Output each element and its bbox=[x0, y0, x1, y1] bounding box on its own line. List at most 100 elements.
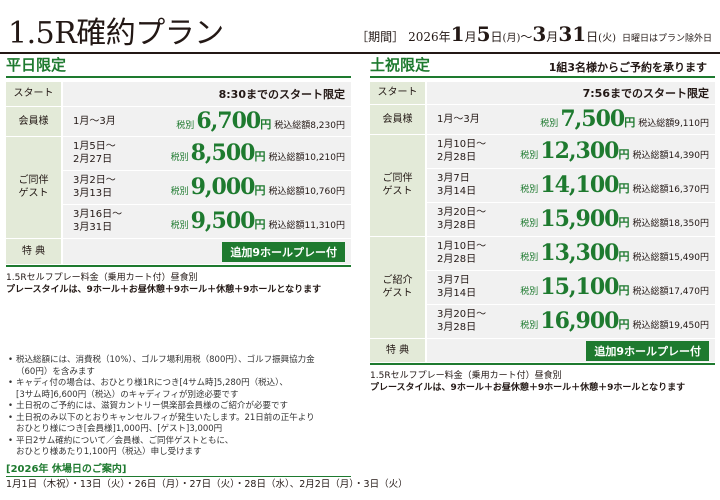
holiday-min-group: 1組3名様からご予約を承ります bbox=[548, 61, 707, 74]
total-value: 19,450 bbox=[668, 321, 700, 331]
tax-excluded-label: 税別 bbox=[540, 119, 559, 129]
total-yen: 円 bbox=[335, 221, 345, 231]
total-label: 税込総額 bbox=[274, 121, 311, 131]
note-item: 土日祝のご予約には、滋賀カントリー倶楽部会員様のご紹介が必要です bbox=[8, 401, 348, 413]
tax-excluded-label: 税別 bbox=[176, 121, 195, 131]
table-row: 会員様 1月〜3月 税別 7,500 円 税込総額 9,110 円 bbox=[370, 104, 715, 135]
note-item: 土日祝のみ以下のとおりキャンセルフィが発生いたします。21日前の正午より bbox=[8, 413, 348, 425]
note-item: おひとり様につき[会員様]1,000円、[ゲスト]3,000円 bbox=[16, 424, 223, 434]
total-value: 14,390 bbox=[668, 151, 700, 161]
total-yen: 円 bbox=[699, 253, 709, 263]
total-label: 税込総額 bbox=[632, 253, 669, 263]
row-price: 税別 14,100 円 税込総額 16,370 円 bbox=[520, 172, 709, 198]
total-label: 税込総額 bbox=[632, 321, 669, 331]
period-note: 日曜日はプラン除外日 bbox=[621, 34, 712, 44]
period-day-unit-1: 日 bbox=[490, 30, 503, 44]
note-item: 平日2サム確約について／会員様、ご同伴ゲストともに、 bbox=[8, 436, 348, 448]
total-value: 11,310 bbox=[304, 221, 336, 231]
total-yen: 円 bbox=[335, 153, 345, 163]
period-start-weekday: (月) bbox=[502, 33, 521, 44]
row-dates: 3月20日〜 3月28日 bbox=[437, 207, 487, 231]
start-label: スタート bbox=[6, 82, 63, 107]
table-row: 3月2日〜 3月13日 税別 9,000 円 税込総額 10,760 円 bbox=[6, 170, 351, 205]
play-style-text: プレースタイルは、9ホール＋お昼休憩＋9ホール＋休憩＋9ホールとなります bbox=[370, 382, 686, 393]
tax-excluded-label: 税別 bbox=[170, 221, 189, 231]
start-condition: 8:30までのスタート限定 bbox=[62, 82, 351, 107]
row-price: 税別 12,300 円 税込総額 14,390 円 bbox=[520, 138, 709, 164]
yen-unit: 円 bbox=[618, 250, 630, 263]
yen-unit: 円 bbox=[254, 218, 266, 231]
table-row: 3月20日〜 3月28日 税別 16,900 円 税込総額 19,450 円 bbox=[370, 304, 715, 339]
price-value: 8,500 bbox=[190, 140, 256, 166]
yen-unit: 円 bbox=[624, 116, 636, 129]
closed-days-list: 1月1日（木祝）・13日（火）・26日（月）・27日（火）・28日（水）、2月2… bbox=[6, 479, 408, 490]
row-dates: 3月7日 3月14日 bbox=[437, 275, 477, 299]
price-value: 7,500 bbox=[560, 106, 625, 132]
row-price: 税別 15,900 円 税込総額 18,350 円 bbox=[520, 206, 709, 232]
member-label: 会員様 bbox=[6, 106, 63, 137]
yen-unit: 円 bbox=[254, 184, 266, 197]
table-row: 3月7日 3月14日 税別 15,100 円 税込総額 17,470 円 bbox=[370, 270, 715, 305]
guest-label: ご同伴 ゲスト bbox=[6, 136, 63, 239]
tax-excluded-label: 税別 bbox=[520, 151, 539, 161]
self-play-text: 1.5Rセルフプレー料金（乗用カート付）昼食別 bbox=[370, 370, 562, 381]
yen-unit: 円 bbox=[618, 284, 630, 297]
row-dates: 3月16日〜 3月31日 bbox=[73, 209, 123, 233]
holiday-header: 土祝限定 1組3名様からご予約を承ります bbox=[370, 56, 715, 78]
total-yen: 円 bbox=[335, 187, 345, 197]
table-row: 会員様 1月〜3月 税別 6,700 円 税込総額 8,230 円 bbox=[6, 106, 351, 137]
total-label: 税込総額 bbox=[632, 287, 669, 297]
row-dates: 3月2日〜 3月13日 bbox=[73, 175, 116, 199]
member-label: 会員様 bbox=[370, 104, 427, 135]
price-value: 9,000 bbox=[190, 174, 256, 200]
self-play-info: 1.5Rセルフプレー料金（乗用カート付）昼食別 プレースタイルは、9ホール＋お昼… bbox=[6, 272, 351, 296]
holiday-section: 土祝限定 1組3名様からご予約を承ります スタート 7:56までのスタート限定 … bbox=[370, 56, 715, 394]
total-yen: 円 bbox=[335, 121, 345, 131]
total-label: 税込総額 bbox=[632, 151, 669, 161]
title-rule bbox=[0, 52, 720, 54]
period-end-month: 3 bbox=[532, 22, 547, 46]
weekday-heading: 平日限定 bbox=[6, 56, 67, 74]
extra-label: 特 典 bbox=[6, 238, 63, 265]
tax-excluded-label: 税別 bbox=[520, 253, 539, 263]
note-item: キャディ付の場合は、おひとり様1Rにつき[4サム時]5,280円（税込）、 bbox=[8, 378, 348, 390]
total-label: 税込総額 bbox=[632, 185, 669, 195]
closed-days-heading: [2026年 休場日のご案内] bbox=[6, 460, 351, 477]
price-value: 14,100 bbox=[540, 172, 619, 198]
price-value: 6,700 bbox=[196, 108, 261, 134]
row-dates: 3月7日 3月14日 bbox=[437, 173, 477, 197]
start-condition: 7:56までのスタート限定 bbox=[426, 82, 715, 105]
row-price: 税別 7,500 円 税込総額 9,110 円 bbox=[540, 106, 709, 132]
total-label: 税込総額 bbox=[632, 219, 669, 229]
extra-badge: 追加9ホールプレー付 bbox=[586, 340, 709, 361]
table-row: ご同伴 ゲスト 1月10日〜 2月28日 税別 12,300 円 税込総額 14… bbox=[370, 134, 715, 237]
total-yen: 円 bbox=[699, 287, 709, 297]
total-value: 15,490 bbox=[668, 253, 700, 263]
table-row: ご同伴 ゲスト 1月5日〜 2月27日 税別 8,500 円 税込総額 10,2… bbox=[6, 136, 351, 239]
page-title: 1.5R確約プラン bbox=[8, 16, 224, 51]
row-dates: 1月〜3月 bbox=[73, 115, 116, 127]
price-value: 15,100 bbox=[540, 274, 619, 300]
period-separator: 〜 bbox=[520, 30, 533, 44]
tax-excluded-label: 税別 bbox=[520, 185, 539, 195]
period-start-day: 5 bbox=[476, 22, 491, 46]
intro-guest-label: ご紹介 ゲスト bbox=[370, 236, 427, 339]
table-row: 3月20日〜 3月28日 税別 15,900 円 税込総額 18,350 円 bbox=[370, 202, 715, 237]
yen-unit: 円 bbox=[618, 318, 630, 331]
table-row: 3月16日〜 3月31日 税別 9,500 円 税込総額 11,310 円 bbox=[6, 204, 351, 239]
total-value: 16,370 bbox=[668, 185, 700, 195]
total-yen: 円 bbox=[699, 119, 709, 129]
table-bottom-rule bbox=[370, 362, 715, 365]
total-value: 10,210 bbox=[304, 153, 336, 163]
yen-unit: 円 bbox=[260, 118, 272, 131]
total-value: 8,230 bbox=[310, 121, 336, 131]
total-label: 税込総額 bbox=[638, 119, 675, 129]
total-yen: 円 bbox=[699, 321, 709, 331]
row-dates: 1月10日〜 2月28日 bbox=[437, 139, 487, 163]
period-info: ［期間］ 2026年 1 月 5 日 (月) 〜 3 月 31 日 (火) 日曜… bbox=[356, 22, 712, 46]
yen-unit: 円 bbox=[618, 216, 630, 229]
row-price: 税別 13,300 円 税込総額 15,490 円 bbox=[520, 240, 709, 266]
price-value: 13,300 bbox=[540, 240, 619, 266]
holiday-heading: 土祝限定 bbox=[370, 56, 431, 74]
yen-unit: 円 bbox=[618, 182, 630, 195]
